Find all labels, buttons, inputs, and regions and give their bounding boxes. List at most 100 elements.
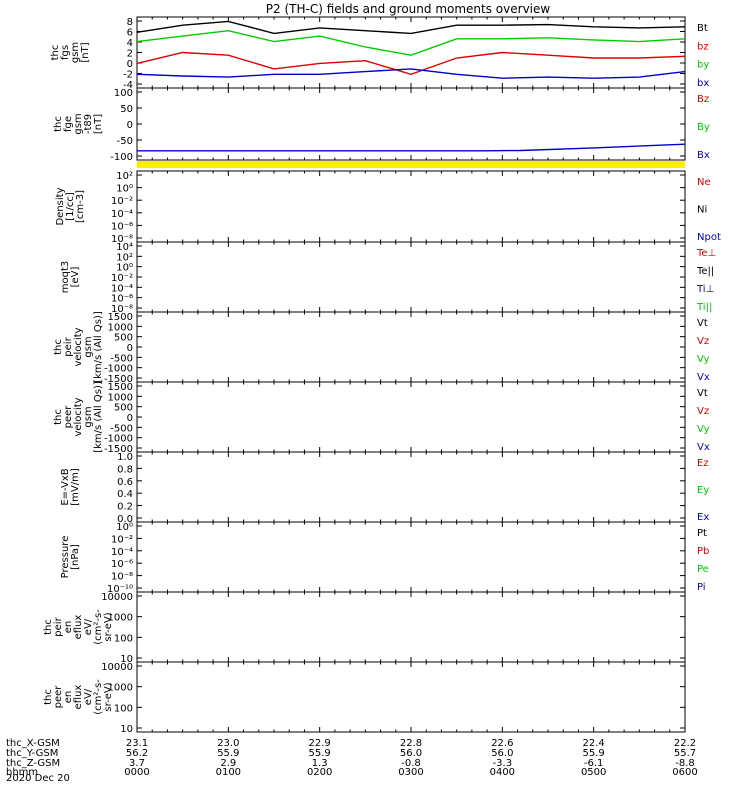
y-tick-label: 10⁻⁴ (111, 547, 133, 558)
y-tick-label: 10⁻⁸ (111, 304, 133, 315)
y-tick-label: 100 (114, 703, 133, 714)
y-tick-label: 10⁰ (116, 263, 133, 274)
y-axis-label-line: -t89 (83, 114, 94, 134)
y-tick-label: 4 (127, 38, 133, 49)
y-axis-label-line: peer (63, 405, 74, 429)
panel-5: 150010005000-500-1000-1500thcpeirvelocit… (53, 311, 710, 385)
y-tick-label: -1500 (104, 444, 133, 455)
footer-row-label: thc_Z-GSM (6, 758, 60, 769)
footer-value: 0000 (124, 767, 149, 778)
y-tick-label: 500 (114, 403, 133, 414)
y-axis-label: thcfgegsm-t89[nT] (53, 113, 104, 134)
y-tick-label: 10⁻⁶ (111, 294, 133, 305)
legend-entry: Te|| (696, 266, 714, 277)
legend-entry: Pi (697, 582, 706, 593)
y-tick-label: 10⁰ (116, 522, 133, 533)
footer-value: 0400 (490, 767, 515, 778)
y-tick-label: 10⁻⁶ (111, 221, 133, 232)
y-tick-label: -1000 (104, 364, 133, 375)
status-bar (137, 161, 685, 168)
y-tick-label: -500 (110, 423, 133, 434)
y-axis-label-line: eV/ (83, 688, 94, 705)
legend-entry: Ey (697, 485, 709, 496)
y-tick-label: 6 (127, 28, 133, 39)
y-tick-label: 10² (116, 171, 133, 182)
y-tick-label: -50 (117, 136, 133, 147)
y-axis-label-line: fge (63, 116, 74, 132)
y-axis-label: moqt3[eV] (60, 261, 81, 294)
panel-frame (136, 661, 686, 733)
legend-entry: Bx (697, 150, 710, 161)
y-tick-label: 10⁻² (111, 196, 133, 207)
legend-entry: Te⊥ (696, 248, 716, 259)
y-tick-label: 1.0 (117, 452, 133, 463)
y-axis-label-line: peir (53, 616, 64, 636)
y-axis-label: Density[1/cc][cm-3] (55, 187, 86, 225)
y-axis-label-line: eflux (73, 685, 84, 710)
footer-value: 0300 (398, 767, 423, 778)
y-axis-label-line: thc (53, 116, 64, 132)
y-tick-label: 8 (127, 17, 133, 28)
y-tick-label: 500 (114, 333, 133, 344)
y-tick-label: 0 (127, 413, 133, 424)
legend-entry: Pb (697, 546, 709, 557)
footer-value: 22.8 (400, 738, 422, 749)
footer-value: 55.7 (674, 748, 696, 759)
footer-value: 0600 (672, 767, 697, 778)
y-axis-label-line: (cm²-s- (93, 679, 104, 715)
y-tick-label: 10⁻⁴ (111, 283, 133, 294)
y-axis-label-line: Pressure (60, 536, 71, 579)
panel-frame (136, 311, 686, 383)
legend-entry: bz (697, 41, 709, 52)
y-tick-label: 10⁻¹⁰ (107, 584, 133, 595)
y-axis-label-line: peer (53, 685, 64, 709)
panel-9: 10000 1000 100 10 thcpeirenefluxeV/(cm²-s-sr… (43, 591, 686, 665)
y-axis-label-line: [cm-3] (75, 190, 86, 223)
footer-value: 56.2 (126, 748, 148, 759)
y-tick-label: 0.8 (117, 464, 133, 475)
footer-value: 23.0 (217, 738, 239, 749)
y-tick-label: 10⁻⁸ (111, 234, 133, 245)
legend-entry: Vt (697, 318, 708, 329)
footer-value: 0200 (307, 767, 332, 778)
y-tick-label: 1000 (108, 392, 133, 403)
legend-entry: Vy (697, 354, 710, 365)
legend-entry: Vy (697, 424, 710, 435)
legend-entry: Vz (697, 406, 709, 417)
y-tick-label: 10⁻² (111, 273, 133, 284)
y-tick-label: -500 (110, 353, 133, 364)
y-tick-label: 10⁻⁸ (111, 572, 133, 583)
y-tick-label: 10000 (101, 662, 133, 673)
footer-value: 22.4 (583, 738, 605, 749)
legend-entry: Bt (697, 23, 708, 34)
footer-value: -3.3 (493, 758, 513, 769)
y-tick-label: 0 (127, 343, 133, 354)
legend-entry: Vx (697, 372, 710, 383)
y-axis-label-line: thc (53, 339, 64, 355)
y-tick-label: 10⁻² (111, 534, 133, 545)
legend-entry: Bz (697, 94, 709, 105)
y-tick-label: 1000 (108, 322, 133, 333)
y-axis-label-line: thc (43, 619, 54, 635)
panel-frame (136, 591, 686, 663)
panel-frame (136, 241, 686, 313)
series-line-Bx (137, 143, 686, 152)
y-tick-label: 10⁰ (116, 184, 133, 195)
y-tick-label: 10⁻⁴ (111, 209, 133, 220)
date-label: 2020 Dec 20 (6, 773, 70, 784)
y-tick-label: 100 (114, 88, 133, 99)
y-axis-label-line: gsm (83, 336, 94, 357)
y-axis-label-line: thc (50, 45, 61, 61)
legend-entry: Ne (697, 177, 711, 188)
y-axis-label-line: moqt3 (60, 261, 71, 294)
y-axis-label-line: en (63, 621, 74, 634)
footer-value: 22.2 (674, 738, 696, 749)
y-axis-label-line: [nPa] (70, 544, 81, 570)
y-tick-label: 0.4 (117, 489, 133, 500)
y-axis-label: Pressure[nPa] (60, 536, 81, 579)
y-axis-label: thcpeervelocitygsm[km/s (All Qs)] (53, 381, 104, 453)
